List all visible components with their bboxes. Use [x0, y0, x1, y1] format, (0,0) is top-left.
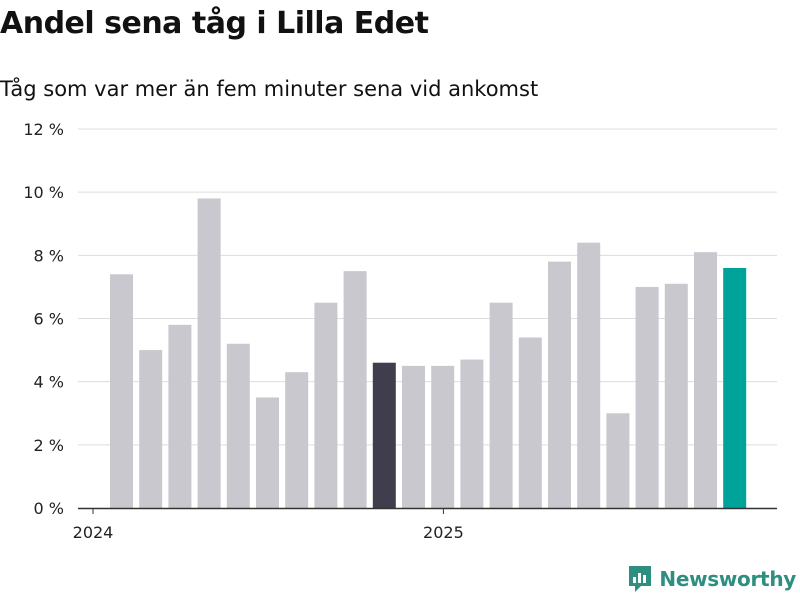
bar — [577, 242, 601, 508]
gridlines — [78, 128, 777, 446]
y-tick-label: 6 % — [34, 310, 64, 329]
y-tick-label: 8 % — [34, 246, 64, 265]
bar — [431, 365, 455, 508]
newsworthy-logo-icon — [629, 566, 652, 592]
y-axis-ticks: 0 % 2 % 4 % 6 % 8 % 10 % 12 % — [23, 120, 64, 518]
bar — [285, 372, 309, 508]
x-tick-label: 2024 — [73, 523, 114, 542]
bar — [635, 286, 659, 508]
bar — [664, 283, 688, 508]
bar — [694, 252, 717, 508]
bar — [343, 271, 367, 508]
bar — [723, 267, 747, 508]
y-tick-label: 10 % — [23, 183, 64, 202]
bar — [548, 261, 571, 508]
bar — [460, 359, 484, 508]
x-axis-ticks: 2024 2025 — [73, 508, 464, 542]
bar — [606, 413, 630, 508]
bar — [518, 337, 542, 508]
brand-name: Newsworthy — [659, 567, 796, 591]
chart-title: Andel sena tåg i Lilla Edet — [0, 6, 429, 41]
chart-subtitle: Tåg som var mer än fem minuter sena vid … — [0, 77, 539, 101]
bar — [372, 362, 396, 508]
bar — [168, 324, 192, 508]
bar — [110, 274, 133, 508]
bar — [314, 302, 338, 508]
bar — [226, 343, 250, 508]
x-tick-label: 2025 — [423, 523, 464, 542]
brand-logo: Newsworthy — [627, 564, 796, 594]
bar — [256, 397, 279, 508]
y-tick-label: 4 % — [34, 373, 64, 392]
y-tick-label: 2 % — [34, 436, 64, 455]
bar — [489, 302, 513, 508]
bars — [110, 198, 747, 508]
bar — [402, 365, 425, 508]
y-tick-label: 12 % — [23, 120, 64, 139]
y-tick-label: 0 % — [34, 499, 64, 518]
bar — [197, 198, 221, 508]
bar — [139, 350, 163, 508]
